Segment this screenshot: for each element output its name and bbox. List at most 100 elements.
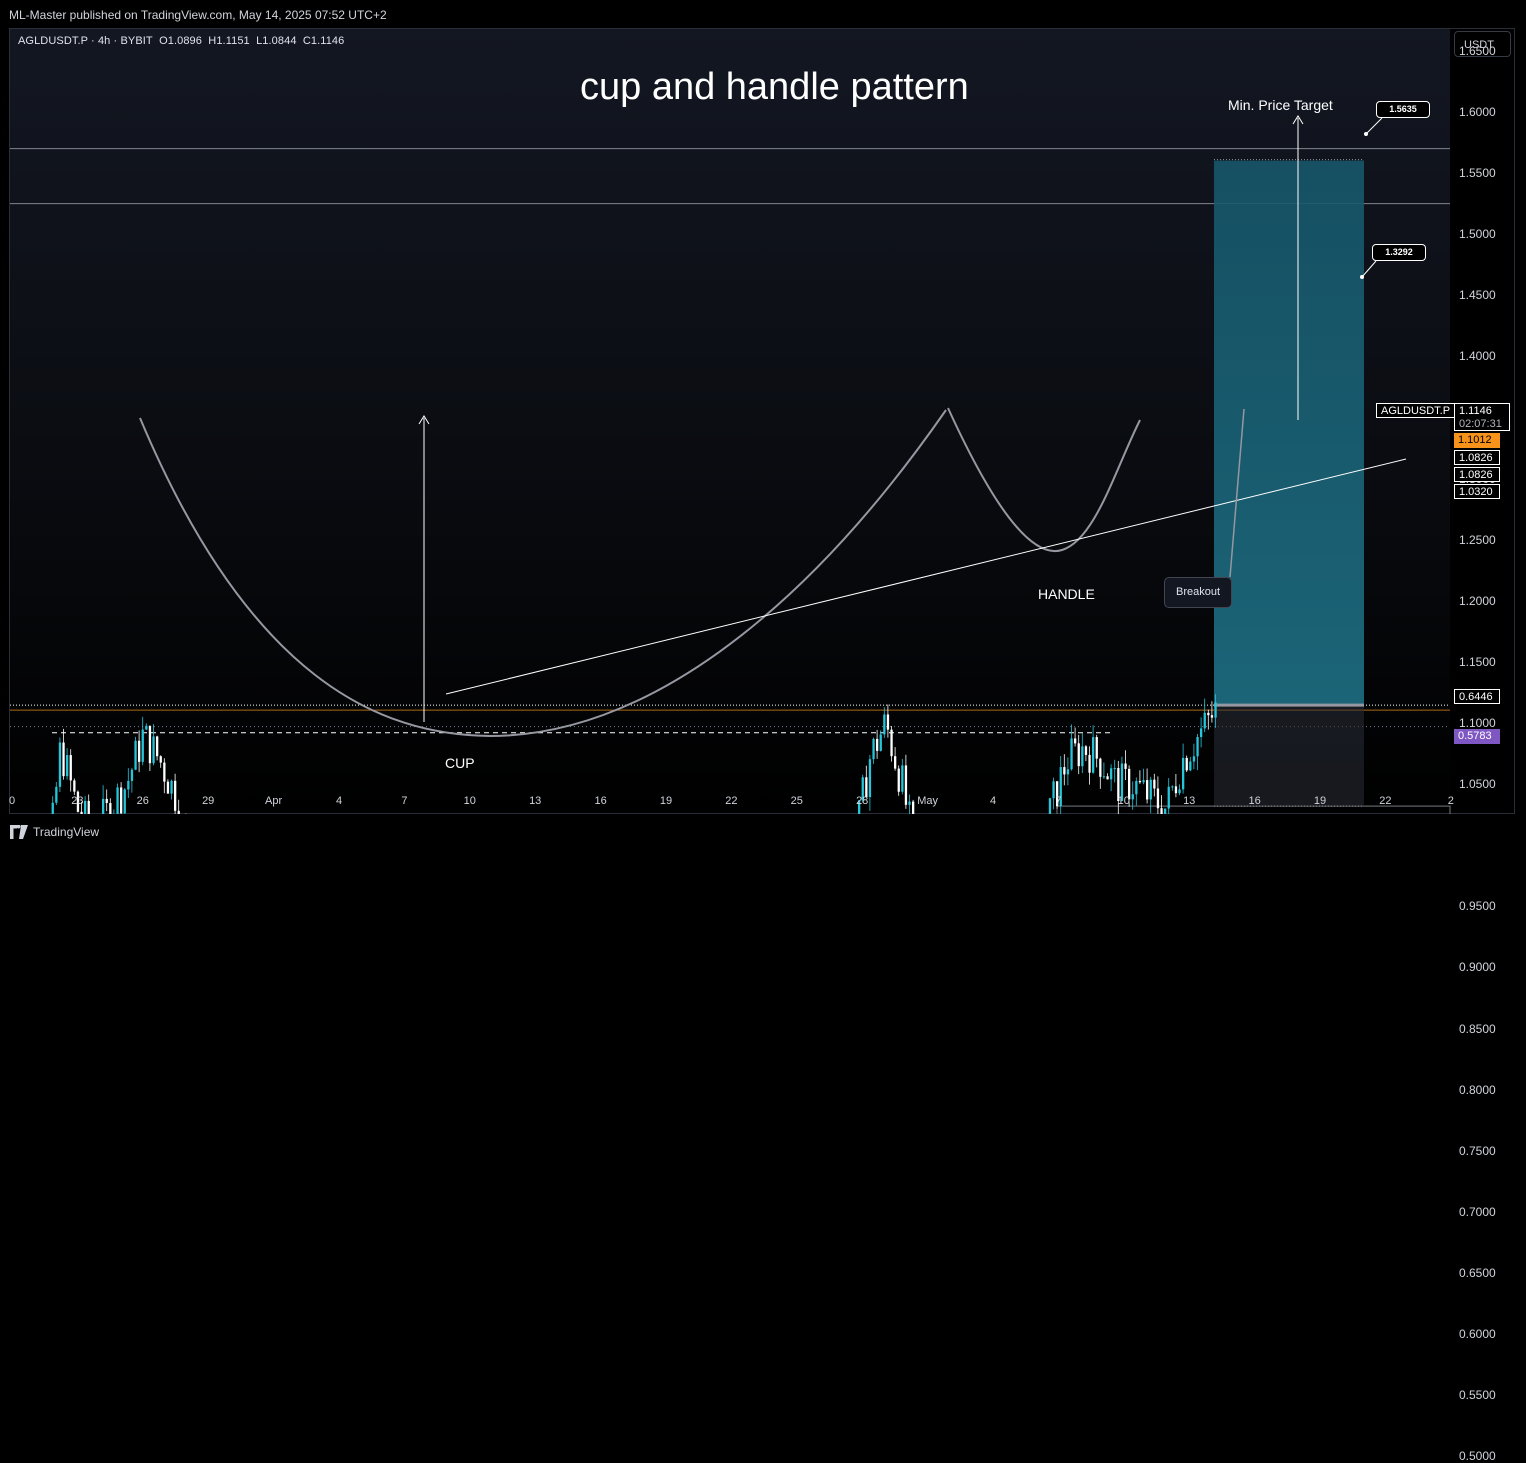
price-tag-0826b: 1.0826	[1454, 467, 1500, 482]
x-tick: 26	[136, 795, 149, 807]
candle-down	[1063, 767, 1066, 775]
low-value: L1.0844	[256, 35, 297, 47]
candle-down	[865, 777, 868, 797]
exchange: BYBIT	[120, 35, 153, 47]
candle-down	[105, 798, 108, 803]
candle-up	[127, 780, 130, 790]
symbol-price-label: AGLDUSDT.P	[1376, 403, 1456, 418]
candle-down	[1124, 763, 1127, 769]
high-value: H1.1151	[208, 35, 250, 47]
x-tick: 28	[856, 795, 869, 807]
candle-up	[901, 765, 904, 792]
target-callout-mid: 1.3292	[1372, 244, 1426, 261]
candle-up	[1081, 746, 1084, 767]
x-tick: 10	[463, 795, 476, 807]
trendline	[445, 458, 1407, 695]
price-tag-1012: 1.1012	[1454, 433, 1500, 448]
candle-down	[76, 791, 80, 812]
candle-down	[894, 756, 897, 769]
candle-down	[1153, 779, 1156, 789]
candle-up	[883, 714, 886, 735]
price-chart[interactable]	[0, 0, 1526, 850]
callout-pointer-mid	[1361, 260, 1377, 278]
candle-up	[1189, 761, 1192, 771]
last-price-tag: 1.1146 02:07:31	[1454, 403, 1510, 431]
x-tick: 22	[1379, 795, 1392, 807]
x-tick: 29	[202, 795, 215, 807]
candle-down	[1088, 754, 1091, 773]
candle-down	[1146, 780, 1149, 800]
y-tick: 0.8000	[1459, 1082, 1496, 1097]
y-tick: 0.9000	[1459, 960, 1496, 975]
y-tick: 1.0500	[1459, 777, 1496, 792]
breakout-callout: Breakout	[1164, 577, 1232, 608]
x-tick: 25	[790, 795, 803, 807]
candle-down	[904, 765, 908, 805]
x-tick: 7	[1055, 795, 1062, 807]
y-tick: 0.5500	[1459, 1388, 1496, 1403]
x-tick: 4	[989, 795, 997, 807]
candle-up	[1171, 786, 1174, 788]
candle-down	[163, 762, 166, 782]
x-tick: 10	[1117, 795, 1130, 807]
y-tick: 0.9500	[1459, 899, 1496, 914]
candle-up	[116, 787, 119, 816]
candle-down	[1138, 780, 1142, 783]
candle-down	[912, 801, 915, 824]
symbol-ohlc: AGLDUSDT.P · 4h · BYBIT O1.0896 H1.1151 …	[18, 35, 345, 47]
price-tag-0826a: 1.0826	[1454, 450, 1500, 465]
x-tick: 2	[1447, 795, 1454, 807]
candle-down	[1095, 737, 1098, 759]
candle-up	[861, 777, 864, 801]
candle-down	[148, 725, 152, 764]
candle-up	[1178, 789, 1181, 794]
candle-up	[1182, 757, 1185, 790]
candle-up	[1092, 737, 1095, 773]
candle-up	[170, 780, 173, 794]
candle-up	[55, 786, 58, 803]
x-tick: 16	[1248, 795, 1261, 807]
y-tick: 1.2500	[1459, 532, 1496, 547]
y-tick: 0.7500	[1459, 1143, 1496, 1158]
handle-curve	[947, 407, 1141, 553]
candle-up	[123, 789, 126, 814]
candle-down	[1156, 788, 1160, 809]
x-tick: 4	[335, 795, 343, 807]
candle-down	[1074, 738, 1077, 744]
candle-down	[1117, 768, 1120, 802]
x-tick: 13	[1183, 795, 1196, 807]
footer	[0, 814, 1526, 850]
y-tick: 1.1500	[1459, 654, 1496, 669]
symbol-name: AGLDUSDT.P	[18, 35, 88, 47]
candle-up	[879, 734, 882, 751]
candle-down	[1099, 758, 1102, 777]
candle-down	[897, 768, 900, 792]
candle-down	[1207, 712, 1210, 716]
chart-title: cup and handle pattern	[580, 66, 969, 108]
candle-up	[1131, 794, 1134, 800]
candle-up	[1196, 736, 1199, 757]
min-price-target-label: Min. Price Target	[1228, 97, 1333, 113]
y-tick: 1.6500	[1459, 43, 1496, 58]
candle-down	[166, 781, 170, 794]
y-tick: 0.7000	[1459, 1204, 1496, 1219]
plot-background	[10, 29, 1450, 813]
y-tick: 1.1000	[1459, 716, 1496, 730]
candle-up	[1113, 768, 1116, 770]
candle-up	[1120, 763, 1124, 802]
currency-button[interactable]: USDT	[1454, 31, 1511, 57]
candle-up	[1200, 728, 1203, 737]
candle-down	[138, 740, 141, 762]
candle-up	[152, 736, 155, 764]
x-tick: 19	[1313, 795, 1327, 807]
x-tick: 19	[659, 795, 673, 807]
publisher-bar: ML-Master published on TradingView.com, …	[0, 0, 1526, 28]
candle-up	[84, 800, 87, 819]
candle-up	[1059, 767, 1062, 807]
y-tick: 1.5000	[1459, 227, 1496, 242]
cup-label: CUP	[445, 755, 475, 771]
candle-up	[1142, 780, 1145, 783]
cup-arrow-head	[418, 415, 430, 425]
close-value: C1.1146	[302, 35, 345, 47]
candle-up	[1110, 768, 1113, 780]
